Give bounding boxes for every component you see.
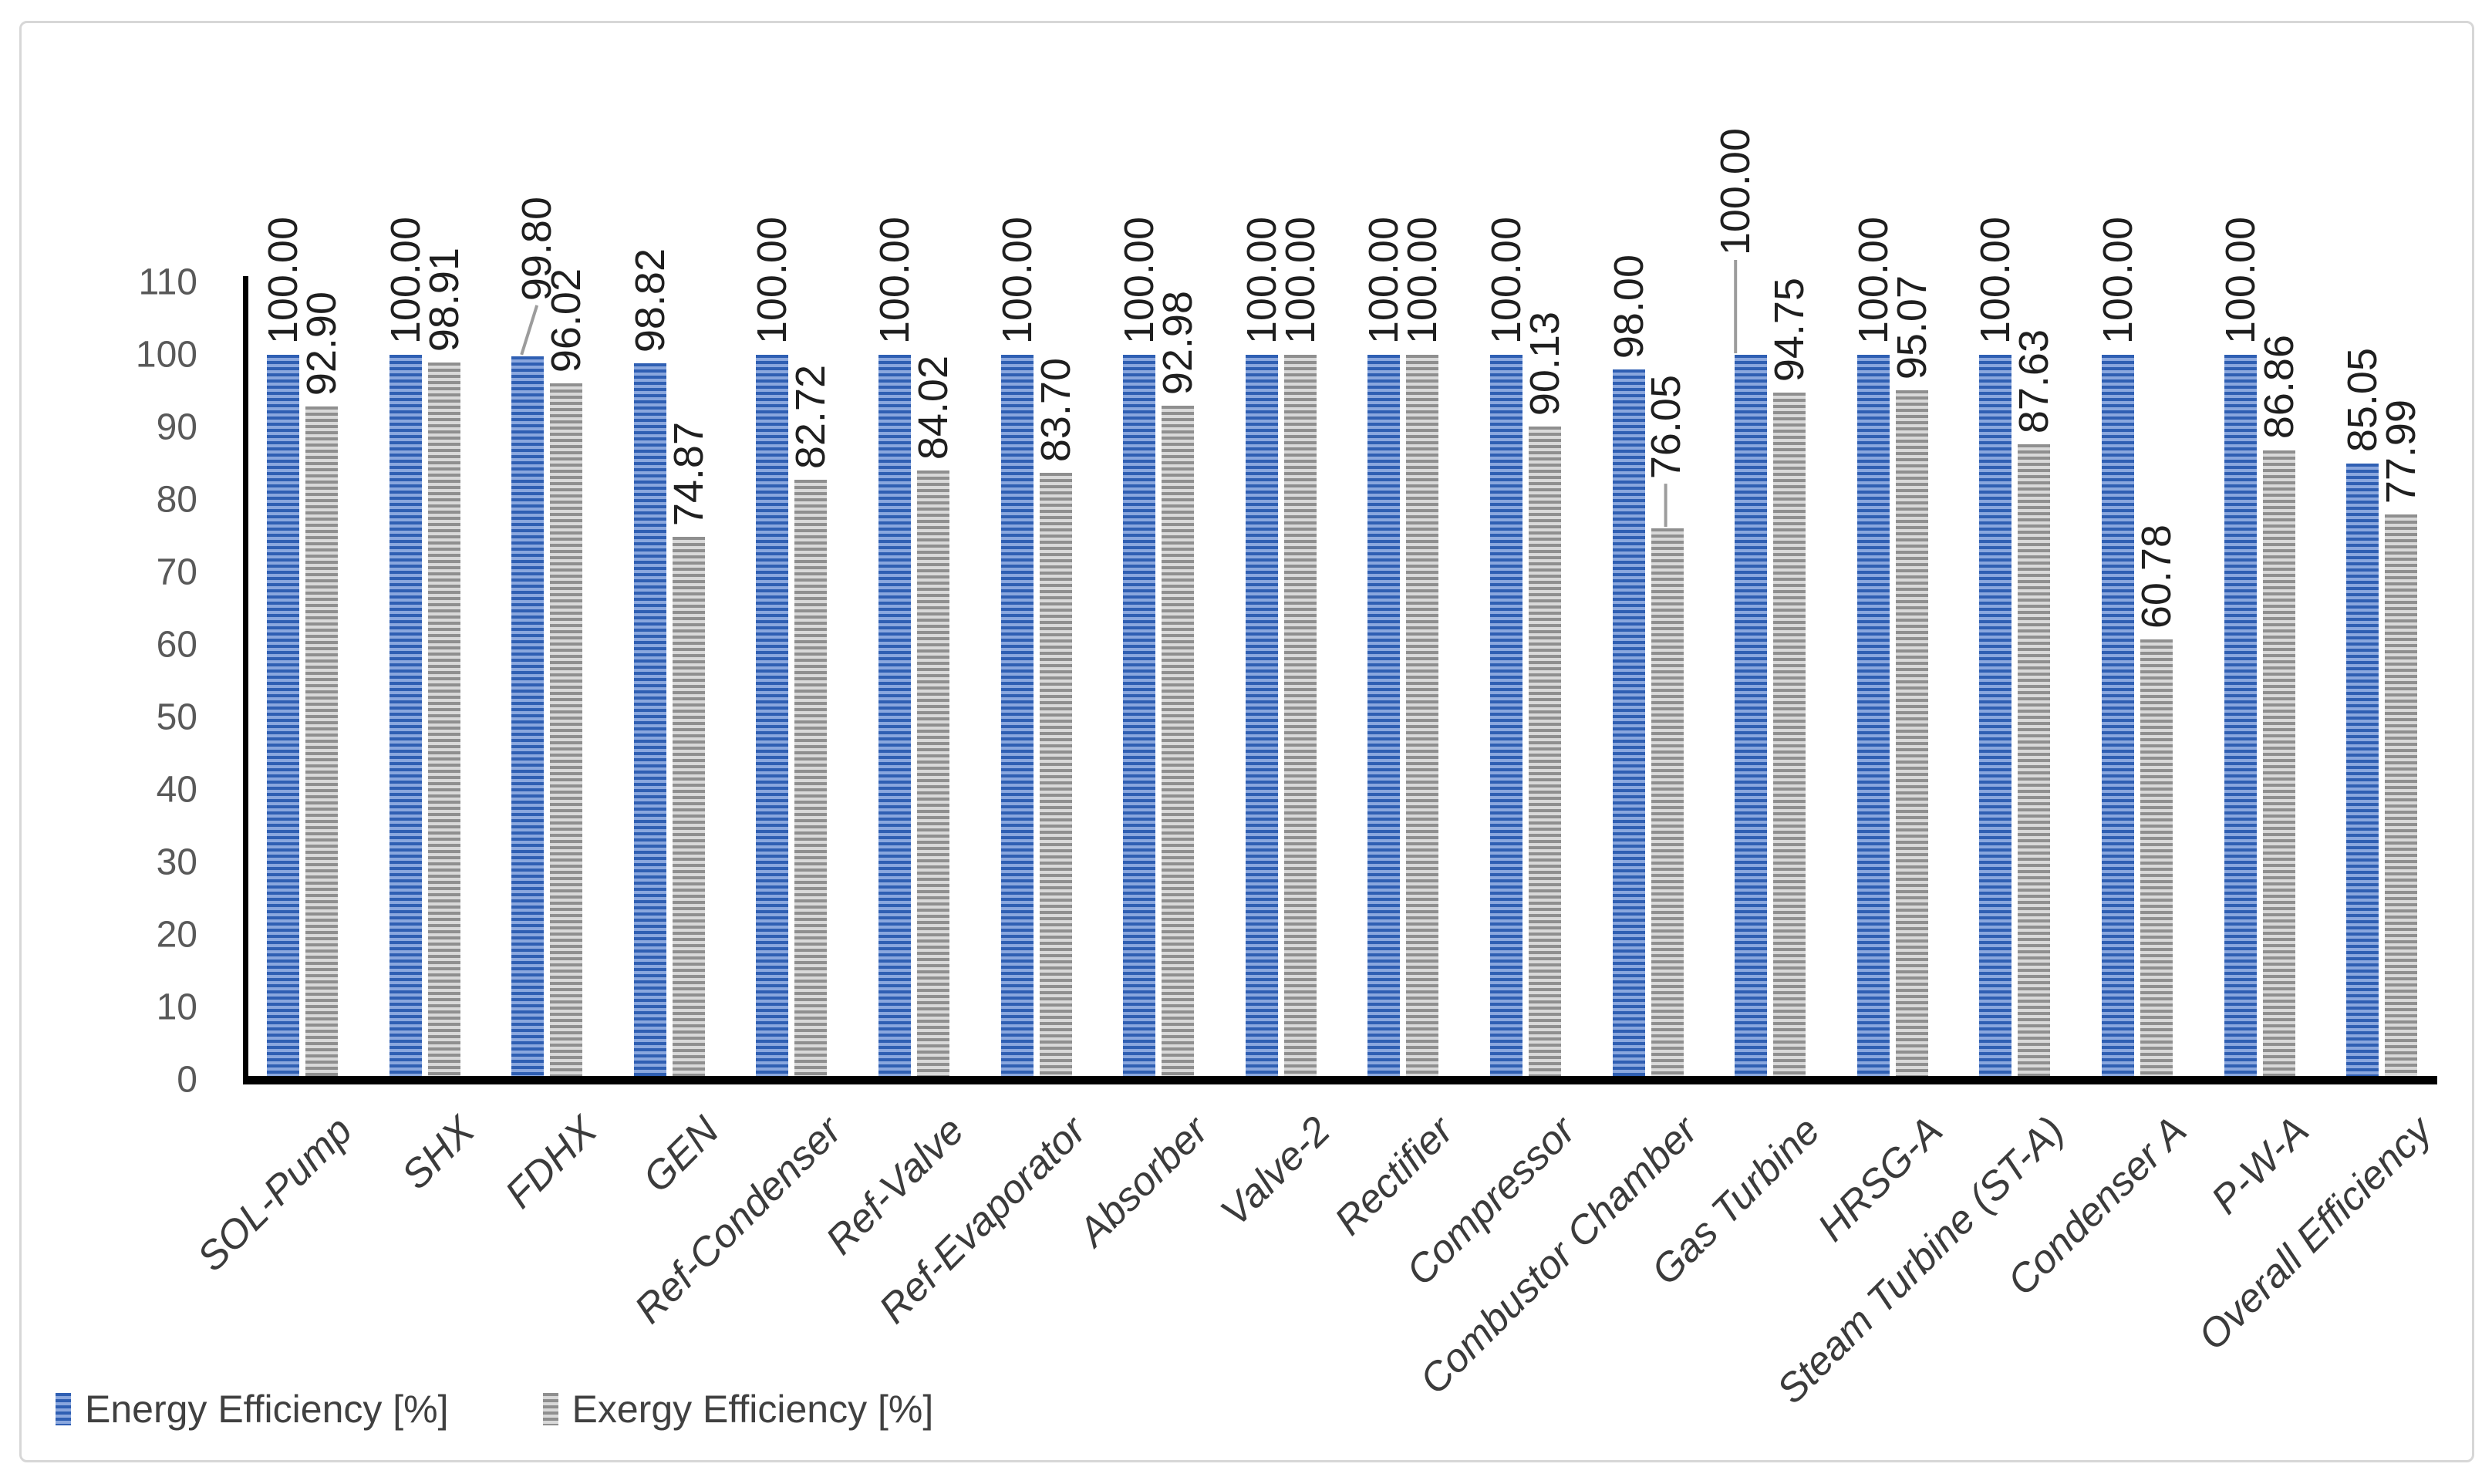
bar-value-label: 100.00 bbox=[1712, 127, 1759, 255]
exergy-efficiency-bar bbox=[1406, 355, 1439, 1080]
bar-value-label: 84.02 bbox=[910, 356, 956, 460]
bar-value-label: 77.99 bbox=[2378, 399, 2425, 504]
bar-value-label: 96.02 bbox=[543, 268, 590, 373]
y-tick-label: 70 bbox=[156, 551, 197, 593]
exergy-efficiency-bar bbox=[1895, 390, 1928, 1080]
bar-value-label: 100.00 bbox=[2095, 216, 2141, 344]
y-tick-label: 40 bbox=[156, 769, 197, 811]
exergy-efficiency-bar bbox=[1529, 426, 1561, 1080]
legend-label-energy: Energy Efficiency [%] bbox=[85, 1388, 449, 1431]
chart-legend: Energy Efficiency [%] Exergy Efficiency … bbox=[56, 1387, 1007, 1432]
exergy-efficiency-bar bbox=[1283, 355, 1317, 1080]
bar-value-label: 92.90 bbox=[298, 291, 345, 396]
y-tick-label: 50 bbox=[156, 696, 197, 738]
energy-efficiency-bar bbox=[1979, 355, 2012, 1080]
bar-value-label: 82.72 bbox=[787, 365, 835, 470]
bar-value-label: 92.98 bbox=[1155, 290, 1202, 395]
bar-value-label: 83.70 bbox=[1032, 358, 1079, 463]
energy-efficiency-bar bbox=[633, 363, 666, 1080]
exergy-series-swatch-icon bbox=[542, 1393, 558, 1425]
y-tick-label: 110 bbox=[138, 261, 197, 303]
bar-value-label: 98.82 bbox=[626, 248, 673, 353]
bar-value-label: 100.00 bbox=[1276, 216, 1324, 344]
bar-value-label: 60.78 bbox=[2133, 524, 2180, 629]
y-tick-label: 10 bbox=[156, 987, 197, 1028]
exergy-efficiency-bar bbox=[794, 480, 828, 1080]
exergy-efficiency-bar bbox=[2018, 444, 2051, 1080]
exergy-efficiency-bar bbox=[1773, 393, 1806, 1080]
bar-value-label: 98.91 bbox=[420, 248, 467, 352]
x-axis-line bbox=[243, 1076, 2437, 1084]
exergy-efficiency-bar bbox=[917, 470, 949, 1080]
exergy-efficiency-bar bbox=[1039, 473, 1072, 1080]
energy-efficiency-bar bbox=[267, 355, 299, 1080]
bar-value-label: 100.00 bbox=[1399, 216, 1446, 344]
energy-series-swatch-icon bbox=[56, 1393, 71, 1425]
exergy-efficiency-bar bbox=[1651, 528, 1684, 1080]
bar-value-label: 98.00 bbox=[1605, 254, 1652, 359]
energy-efficiency-bar bbox=[1123, 355, 1156, 1080]
bar-value-label: 95.07 bbox=[1888, 275, 1935, 380]
exergy-efficiency-bar bbox=[1162, 405, 1195, 1080]
energy-efficiency-bar bbox=[2224, 355, 2257, 1080]
legend-item-energy: Energy Efficiency [%] bbox=[56, 1387, 449, 1432]
bar-value-label: 100.00 bbox=[2217, 216, 2264, 344]
exergy-efficiency-bar bbox=[2262, 450, 2295, 1080]
y-tick-label: 90 bbox=[156, 406, 197, 448]
y-tick-label: 100 bbox=[135, 334, 197, 376]
exergy-efficiency-bar bbox=[550, 383, 583, 1080]
bar-value-label: 76.05 bbox=[1642, 375, 1689, 480]
energy-efficiency-bar bbox=[1856, 355, 1890, 1080]
bar-value-label: 94.75 bbox=[1766, 278, 1813, 383]
energy-efficiency-bar bbox=[511, 356, 545, 1080]
energy-efficiency-bar bbox=[878, 355, 911, 1080]
bar-value-label: 100.00 bbox=[993, 216, 1040, 344]
exergy-efficiency-bar bbox=[672, 537, 705, 1080]
bar-value-label: 87.63 bbox=[2011, 329, 2058, 434]
energy-efficiency-bar bbox=[1000, 355, 1034, 1080]
y-tick-label: 30 bbox=[156, 841, 197, 883]
energy-efficiency-bar bbox=[1367, 355, 1401, 1080]
exergy-efficiency-bar bbox=[2385, 514, 2418, 1080]
bar-value-label: 86.86 bbox=[2255, 335, 2302, 440]
energy-efficiency-bar bbox=[1245, 355, 1278, 1080]
y-axis-line bbox=[243, 276, 248, 1084]
bar-value-label: 100.00 bbox=[749, 216, 796, 344]
bar-value-label: 100.00 bbox=[1972, 216, 2019, 344]
legend-item-exergy: Exergy Efficiency [%] bbox=[542, 1387, 934, 1432]
energy-efficiency-bar bbox=[1735, 355, 1768, 1080]
exergy-efficiency-bar bbox=[305, 406, 338, 1080]
bar-value-label: 90.13 bbox=[1522, 311, 1568, 416]
exergy-efficiency-bar bbox=[2140, 639, 2173, 1080]
exergy-efficiency-bar bbox=[427, 363, 460, 1080]
energy-efficiency-bar bbox=[1612, 369, 1645, 1080]
y-tick-label: 60 bbox=[156, 624, 197, 666]
energy-efficiency-bar bbox=[756, 355, 789, 1080]
label-leader-line bbox=[520, 305, 539, 356]
y-tick-label: 80 bbox=[156, 479, 197, 521]
bar-value-label: 74.87 bbox=[665, 422, 712, 527]
energy-efficiency-bar bbox=[389, 355, 422, 1080]
y-tick-label: 0 bbox=[177, 1059, 197, 1101]
energy-efficiency-bar bbox=[2346, 463, 2379, 1080]
y-tick-label: 20 bbox=[156, 914, 197, 956]
legend-label-exergy: Exergy Efficiency [%] bbox=[572, 1388, 934, 1431]
bar-value-label: 100.00 bbox=[872, 216, 918, 344]
energy-efficiency-bar bbox=[1490, 355, 1523, 1080]
energy-efficiency-bar bbox=[2102, 355, 2134, 1080]
